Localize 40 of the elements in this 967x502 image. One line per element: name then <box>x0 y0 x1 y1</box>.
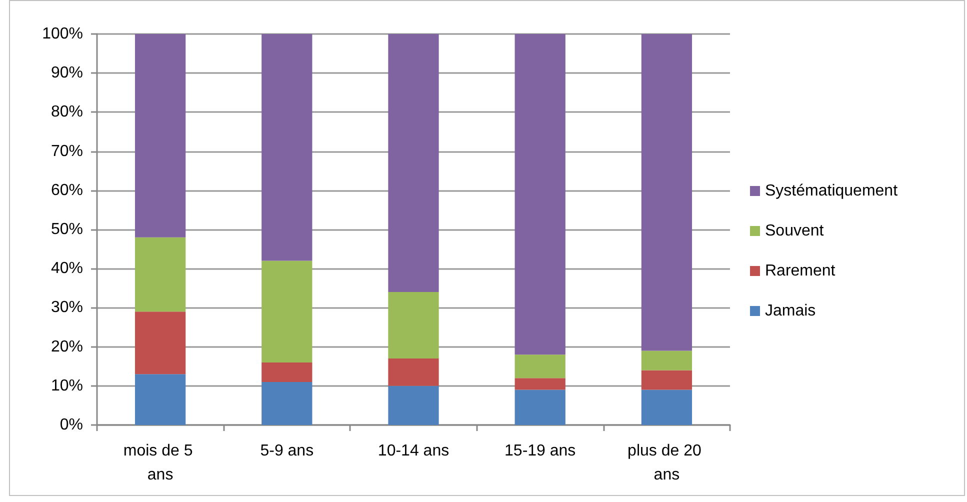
legend-label: Systématiquement <box>765 182 898 200</box>
y-tick-label: 0% <box>60 416 83 434</box>
x-tick-label: 5-9 ans <box>260 442 314 460</box>
bar <box>262 34 312 261</box>
bar <box>388 386 439 425</box>
bar <box>514 390 566 425</box>
bar <box>134 34 186 238</box>
bar <box>388 358 439 386</box>
bar <box>514 354 566 378</box>
bar <box>641 350 692 370</box>
bar <box>641 370 692 390</box>
y-tick-label: 30% <box>50 299 83 316</box>
bar <box>262 362 312 382</box>
y-tick-label: 90% <box>50 64 83 82</box>
y-tick-label: 10% <box>50 377 83 394</box>
y-tick-label: 100% <box>42 26 83 42</box>
legend-label: Rarement <box>765 262 836 280</box>
bar <box>514 34 566 355</box>
y-tick-label: 50% <box>50 221 83 238</box>
bar <box>262 260 312 362</box>
bar <box>641 390 692 425</box>
bar <box>641 34 692 351</box>
legend-label: Jamais <box>765 302 816 320</box>
bar <box>388 292 439 359</box>
y-tick-label: 40% <box>50 260 83 278</box>
y-tick-label: 80% <box>50 104 83 121</box>
bar <box>134 237 186 312</box>
legend-label: Souvent <box>765 222 824 240</box>
bar <box>262 382 312 425</box>
bar <box>134 374 186 425</box>
x-tick-label: mois de 5 ans <box>123 442 198 484</box>
bar <box>134 312 186 374</box>
x-tick-label: 10-14 ans <box>378 442 450 460</box>
y-tick-label: 20% <box>50 338 83 356</box>
y-tick-label: 60% <box>50 182 83 199</box>
y-tick-label: 70% <box>50 142 83 160</box>
x-tick-label: plus de 20 ans <box>628 442 706 484</box>
x-tick-label: 15-19 ans <box>504 442 576 460</box>
bar <box>388 34 439 292</box>
bar <box>514 378 566 390</box>
